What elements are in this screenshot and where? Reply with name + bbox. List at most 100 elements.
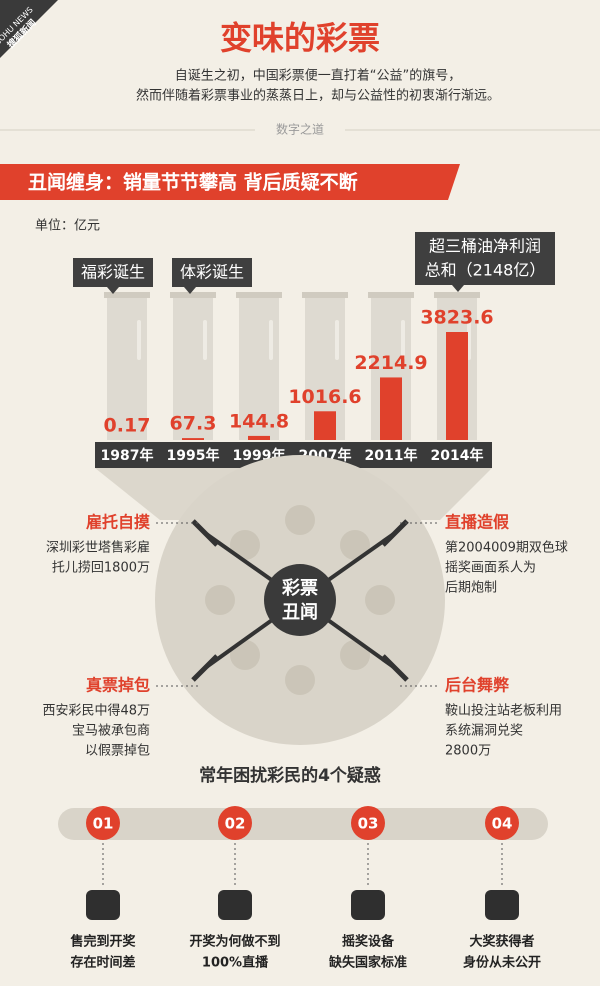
number: 01 [93, 815, 114, 833]
doubts-title: 常年困扰彩民的4个疑惑 [199, 765, 381, 786]
scandal-text: 第2004009期双色球 [445, 540, 568, 556]
value-label: 144.8 [229, 410, 289, 432]
reel-hole [205, 585, 235, 615]
bar [314, 411, 336, 440]
value-label: 0.17 [104, 414, 151, 436]
bar [380, 377, 402, 440]
annotation: 体彩诞生 [180, 263, 244, 282]
bar [446, 332, 468, 440]
tube-rim [434, 292, 480, 298]
tube-shine [137, 320, 141, 360]
center-label: 彩票 [281, 578, 318, 599]
title: 变味的彩票 [220, 19, 380, 57]
tube-rim [236, 292, 282, 298]
reel-hole [230, 640, 260, 670]
icon [351, 890, 385, 920]
annotation: 福彩诞生 [81, 263, 145, 282]
number-disc [485, 806, 519, 840]
reel-hole [365, 585, 395, 615]
scandal-text: 摇奖画面系人为 [445, 561, 536, 576]
scandal-text: 以假票掉包 [85, 744, 150, 759]
annotation-box [172, 258, 252, 287]
reel-cap [191, 519, 219, 547]
number-disc [351, 806, 385, 840]
doubt-text: 缺失国家标准 [328, 955, 407, 971]
reel-cap [191, 654, 219, 682]
scandal-text: 西安彩民中得48万 [42, 703, 150, 719]
reel-hole [285, 505, 315, 535]
tube-shine [335, 320, 339, 360]
icon [485, 890, 519, 920]
doubt-text: 身份从未公开 [463, 955, 541, 971]
value-label: 67.3 [170, 413, 217, 435]
value-label: 2214.9 [354, 352, 427, 374]
scandal-title: 雇托自摸 [86, 513, 150, 532]
tube-rim [368, 292, 414, 298]
tube-rim [170, 292, 216, 298]
unit: 单位：亿元 [35, 219, 100, 234]
x-tick-label: 2011年 [365, 447, 418, 464]
icon [86, 890, 120, 920]
scandal-text: 2800万 [445, 744, 491, 759]
bar [248, 435, 270, 440]
doubt-text: 存在时间差 [70, 955, 135, 971]
bar-chart: 0.171987年67.31995年144.81999年1016.62007年2… [73, 232, 555, 520]
center-disc [264, 564, 336, 636]
center-label: 丑闻 [282, 601, 318, 623]
reel-hole [340, 530, 370, 560]
reel-cap [381, 519, 409, 547]
reel-hole [230, 530, 260, 560]
section-tag: 数字之道 [276, 122, 324, 137]
tube [107, 296, 147, 440]
banner: 丑闻缠身：销量节节攀高 背后质疑不断 [28, 171, 358, 194]
scandal-title: 真票掉包 [86, 676, 150, 695]
tube-rim [104, 292, 150, 298]
number-disc [218, 806, 252, 840]
scandal-text: 宝马被承包商 [72, 724, 150, 739]
doubt-text: 100%直播 [202, 955, 269, 971]
value-label: 3823.6 [420, 307, 493, 329]
tube-shine [269, 320, 273, 360]
annotation-box [415, 232, 555, 285]
number: 04 [492, 815, 513, 833]
scandal-text: 托儿捞回1800万 [52, 560, 150, 576]
icon [218, 890, 252, 920]
annotation-box [73, 258, 153, 287]
x-tick-label: 1987年 [101, 447, 154, 464]
logo: SOHU NEWS 搜狐新闻 [0, 0, 58, 58]
subtitle: 然而伴随着彩票事业的蒸蒸日上，却与公益性的初衷渐行渐远。 [136, 88, 500, 104]
scandal-text: 后期炮制 [445, 581, 497, 596]
doubt-text: 摇奖设备 [342, 934, 395, 950]
reel-hole [340, 640, 370, 670]
tube-rim [302, 292, 348, 298]
reel-hole [285, 665, 315, 695]
bar [182, 438, 204, 440]
doubt-text: 大奖获得者 [469, 934, 534, 950]
annotation: 超三桶油净利润 [429, 237, 541, 256]
subtitle: 自诞生之初，中国彩票便一直打着“公益”的旗号， [175, 68, 461, 84]
tube-shine [401, 320, 405, 360]
number: 03 [358, 815, 379, 833]
tube [239, 296, 279, 440]
doubt-text: 开奖为何做不到 [189, 934, 280, 950]
scandal-text: 鞍山投注站老板利用 [445, 703, 562, 719]
tube-shine [203, 320, 207, 360]
annotation-tip [452, 285, 464, 292]
doubt-text: 售完到开奖 [70, 934, 136, 950]
scandal-text: 深圳彩世塔售彩雇 [46, 540, 150, 556]
number-disc [86, 806, 120, 840]
value-label: 1016.6 [288, 386, 361, 408]
scandal-title: 直播造假 [445, 513, 510, 532]
reel-cap [381, 654, 409, 682]
x-tick-label: 1995年 [167, 447, 220, 464]
logo-bg [0, 0, 58, 58]
scandal-title: 后台舞弊 [445, 676, 510, 695]
banner-bg [0, 164, 460, 200]
annotation-tip [107, 287, 119, 294]
tube [173, 296, 213, 440]
scandal-text: 系统漏洞兑奖 [445, 723, 523, 739]
